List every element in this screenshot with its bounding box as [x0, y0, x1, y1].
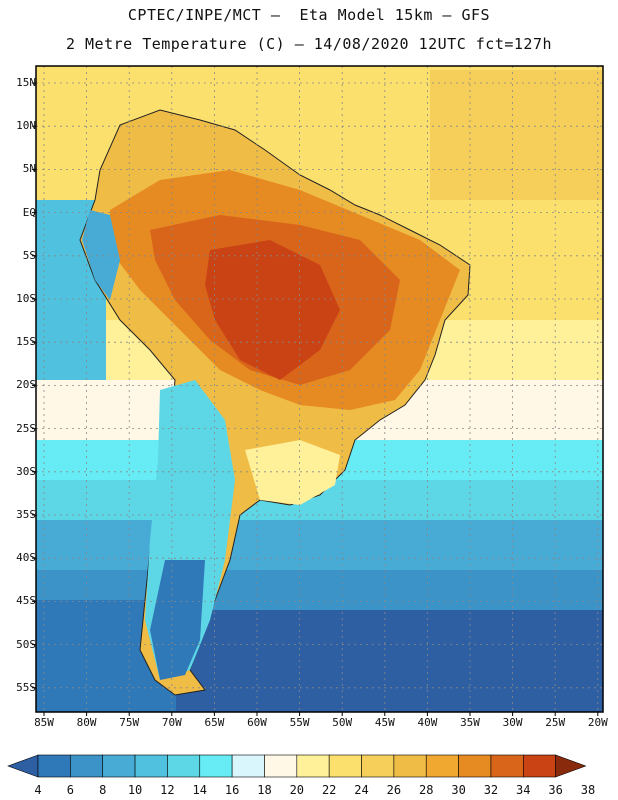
colorbar-bin: [264, 754, 298, 778]
colorbar: [7, 754, 587, 778]
lat-label: 35S: [16, 508, 36, 521]
colorbar-label: 10: [127, 783, 143, 797]
lat-label: 40S: [16, 551, 36, 565]
colorbar-label: 18: [257, 783, 272, 797]
colorbar-high-arrow: [555, 754, 587, 778]
colorbar-bin: [231, 754, 265, 778]
lon-label: 70W: [161, 716, 182, 729]
lat-label: EQ: [22, 205, 36, 219]
colorbar-bin: [425, 754, 459, 778]
colorbar-bin: [361, 754, 395, 778]
colorbar-label: 38: [580, 783, 596, 797]
lon-label: 85W: [34, 716, 54, 729]
lat-label: 10N: [16, 119, 36, 133]
lat-label: 5S: [22, 248, 36, 262]
title-model: CPTEC/INPE/MCT – Eta Model 15km – GFS: [127, 6, 491, 24]
lat-label: 30S: [16, 464, 36, 478]
colorbar-bin: [199, 754, 233, 778]
colorbar-bin: [490, 754, 524, 778]
lat-label: 5N: [22, 162, 36, 176]
lat-label: 25S: [16, 421, 36, 435]
lon-label: 60W: [247, 716, 267, 729]
colorbar-label: 26: [386, 783, 402, 797]
colorbar-low-arrow: [7, 754, 39, 778]
colorbar-label: 30: [451, 783, 466, 797]
map-frame: [35, 65, 604, 713]
colorbar-bin: [393, 754, 427, 778]
title-variable: 2 Metre Temperature (C) – 14/08/2020 12U…: [65, 35, 553, 53]
lon-label: 45W: [374, 716, 395, 729]
colorbar-label: 20: [289, 783, 305, 797]
lat-label: 55S: [16, 680, 36, 694]
colorbar-bin: [296, 754, 330, 778]
colorbar-bin: [458, 754, 492, 778]
lon-label: 65W: [204, 716, 225, 729]
colorbar-label: 6: [66, 783, 74, 797]
colorbar-bin: [102, 754, 136, 778]
colorbar-label: 16: [224, 783, 240, 797]
lat-label: 45S: [16, 594, 36, 608]
colorbar-label: 12: [160, 783, 175, 797]
graticule: [36, 66, 603, 712]
colorbar-label: 24: [354, 783, 369, 797]
colorbar-label: 14: [192, 783, 207, 797]
lon-label: 35W: [460, 716, 480, 729]
colorbar-label: 28: [419, 783, 434, 797]
colorbar-label: 32: [483, 783, 499, 797]
lat-label: 15N: [16, 76, 36, 89]
colorbar-label: 8: [99, 783, 107, 797]
colorbar-label: 22: [321, 783, 337, 797]
lat-label: 50S: [16, 637, 36, 651]
colorbar-bin: [167, 754, 201, 778]
lat-label: 15S: [16, 335, 36, 349]
lon-label: 75W: [119, 716, 140, 729]
lat-label: 20S: [16, 378, 36, 392]
colorbar-label: 4: [34, 783, 42, 797]
lon-label: 25W: [545, 716, 566, 729]
lon-label: 40W: [417, 716, 438, 729]
colorbar-bin: [134, 754, 168, 778]
lon-label: 80W: [76, 716, 97, 729]
colorbar-label: 36: [548, 783, 563, 797]
colorbar-bin: [328, 754, 362, 778]
lon-label: 30W: [502, 716, 523, 729]
colorbar-label: 34: [516, 783, 531, 797]
lon-label: 20W: [587, 716, 608, 729]
axis-ticks: [32, 82, 599, 716]
temperature-field: [36, 66, 603, 712]
colorbar-bin: [70, 754, 104, 778]
lon-label: 50W: [332, 716, 353, 729]
lat-label: 10S: [16, 292, 36, 305]
colorbar-bin: [37, 754, 71, 778]
lon-label: 55W: [289, 716, 310, 729]
colorbar-bin: [522, 754, 556, 778]
